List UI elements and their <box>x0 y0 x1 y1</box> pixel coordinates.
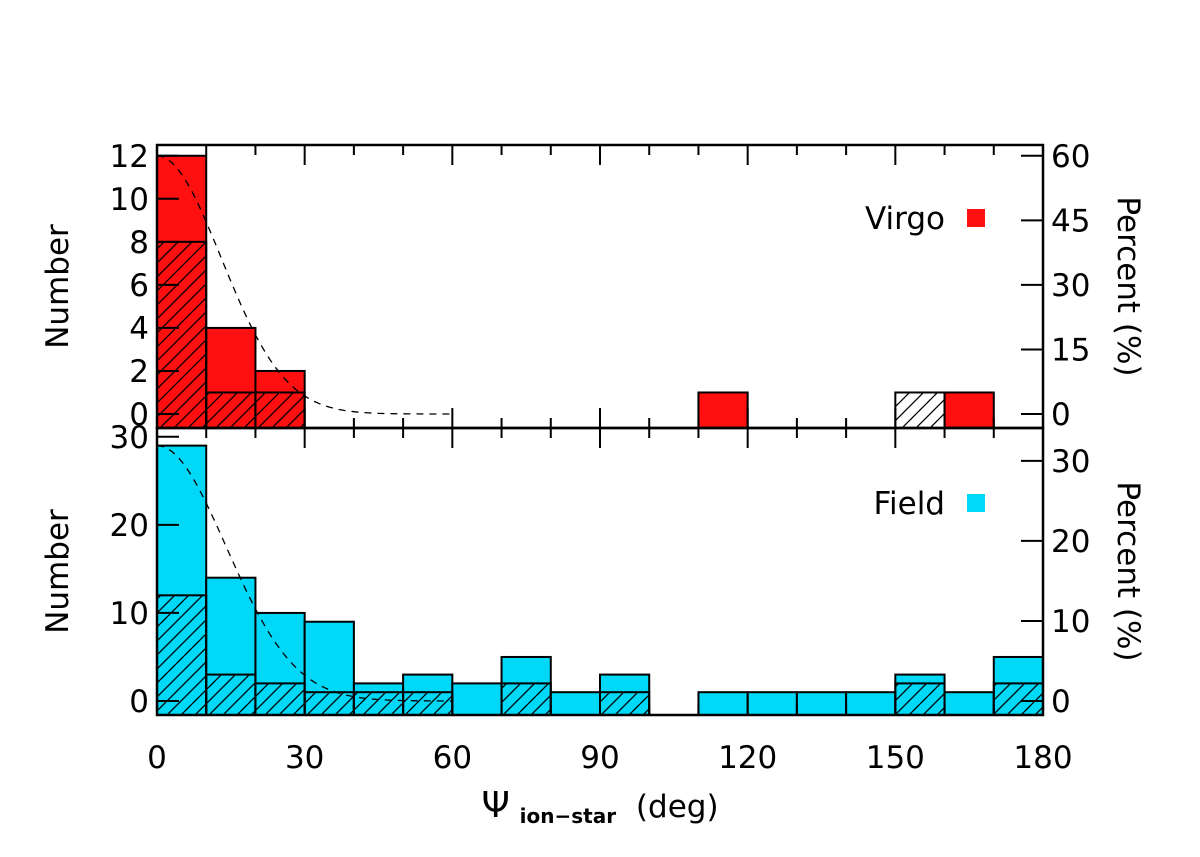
x-tick-label: 90 <box>580 740 619 776</box>
legend-swatch <box>967 209 985 227</box>
y-right-tick-label: 15 <box>1051 332 1090 368</box>
hatched-bar-virgo <box>254 391 306 430</box>
y-right-axis-title: Percent (%) <box>1110 196 1146 376</box>
bar-field <box>845 691 897 716</box>
legend-label: Virgo <box>865 201 945 237</box>
y-tick-label: 12 <box>110 139 149 175</box>
hatched-bar-field <box>156 594 208 716</box>
y-tick-label: 10 <box>110 596 149 632</box>
legend-label: Field <box>873 486 945 522</box>
y-right-tick-label: 20 <box>1051 524 1090 560</box>
x-axis-title-symbol: Ψ <box>481 785 509 826</box>
bar-field <box>795 691 848 716</box>
x-tick-label: 120 <box>718 740 777 776</box>
hatched-bar-virgo <box>894 391 946 430</box>
y-tick-label: 4 <box>129 311 149 347</box>
y-right-tick-label: 10 <box>1051 604 1090 640</box>
y-tick-label: 6 <box>129 268 149 304</box>
hatched-bar-field <box>402 691 454 716</box>
hatched-bar-field <box>205 673 257 716</box>
y-tick-label: 30 <box>110 420 149 456</box>
hatched-bar-field <box>254 682 306 716</box>
y-tick-label: 20 <box>110 508 149 544</box>
bar-virgo <box>943 391 995 430</box>
bar-field <box>697 691 749 716</box>
hatched-bar-virgo <box>205 391 257 430</box>
gaussian-curve <box>156 444 453 702</box>
y-right-axis-title: Percent (%) <box>1110 481 1146 661</box>
bar-field <box>943 691 995 716</box>
x-axis-title-unit: (deg) <box>636 789 719 825</box>
x-tick-label: 180 <box>1013 740 1072 776</box>
legend-swatch <box>967 494 985 512</box>
hatched-bar-field <box>599 691 651 716</box>
y-right-tick-label: 60 <box>1051 139 1090 175</box>
bar-field <box>746 691 798 716</box>
y-tick-label: 0 <box>129 684 149 720</box>
x-axis-title-subscript: ion−star <box>520 804 617 828</box>
y-tick-label: 10 <box>110 182 149 218</box>
hatched-bar-field <box>992 682 1044 716</box>
x-tick-label: 60 <box>433 740 472 776</box>
x-tick-labels: 0 30 60 90 120 150 180 <box>147 740 1072 776</box>
gaussian-curve <box>156 155 453 415</box>
hatched-bar-field <box>894 682 946 716</box>
x-tick-label: 150 <box>866 740 925 776</box>
hatched-bar-field <box>352 691 405 716</box>
y-axis-title: Number <box>40 224 76 349</box>
x-tick-label: 30 <box>285 740 324 776</box>
y-right-tick-label: 45 <box>1051 203 1090 239</box>
bar-field <box>549 691 601 716</box>
bar-field <box>451 682 503 716</box>
x-axis-title: Ψ ion−star (deg) <box>481 785 718 831</box>
y-right-tick-label: 30 <box>1051 444 1090 480</box>
bar-virgo <box>697 391 749 430</box>
panel-virgo: 0 2 4 6 8 10 12 0 15 30 45 60 Number Percent (%) Virgo <box>40 139 1146 433</box>
hatched-bar-field <box>500 682 552 716</box>
y-tick-label: 8 <box>129 225 149 261</box>
y-tick-label: 2 <box>129 354 149 390</box>
hatched-bar-virgo <box>156 240 208 429</box>
y-right-tick-label: 30 <box>1051 268 1090 304</box>
x-tick-label: 0 <box>147 740 167 776</box>
panel-field: 0 10 20 30 0 10 20 30 Number Percent (%) Field <box>40 420 1146 720</box>
y-right-tick-label: 0 <box>1051 684 1071 720</box>
y-tick-label: 0 <box>129 397 149 433</box>
y-axis-title: Number <box>40 509 76 634</box>
y-right-tick-label: 0 <box>1051 397 1071 433</box>
